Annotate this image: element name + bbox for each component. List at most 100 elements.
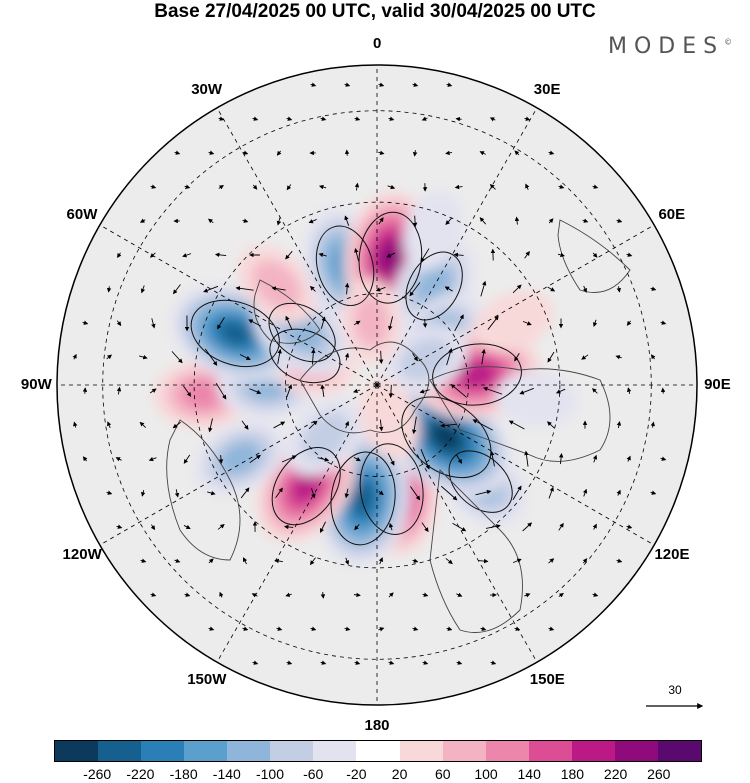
wind-vector	[445, 558, 453, 565]
wind-vector	[388, 116, 395, 121]
wind-vector	[441, 485, 458, 501]
wind-vector	[214, 252, 227, 258]
wind-vector	[344, 215, 350, 226]
wind-vector	[207, 218, 214, 224]
colorbar-tick-label: 180	[560, 766, 585, 782]
wind-vector	[582, 285, 587, 293]
anomaly-contour	[403, 190, 464, 271]
wind-vector	[420, 248, 430, 263]
wind-vector	[519, 387, 534, 395]
longitude-label: 30W	[191, 81, 223, 99]
wind-vector	[421, 522, 429, 533]
wind-vector	[378, 217, 384, 225]
wind-vector	[218, 454, 224, 464]
wind-vector	[445, 150, 453, 156]
wind-vector	[286, 184, 292, 191]
wind-vector	[310, 626, 317, 631]
wind-vector	[479, 217, 487, 225]
wind-vector	[308, 420, 318, 430]
anomaly-center	[237, 245, 317, 325]
colorbar-swatch	[657, 741, 701, 761]
wind-vector	[149, 252, 156, 258]
wind-vector	[626, 524, 633, 529]
coastline	[429, 366, 611, 462]
meridian-line	[216, 384, 378, 663]
wind-vector	[172, 284, 181, 295]
wind-vector	[626, 455, 631, 462]
wind-vector	[283, 524, 294, 530]
wind-vector	[139, 354, 148, 360]
colorbar-swatch	[356, 741, 400, 761]
wind-vector	[72, 353, 77, 360]
wind-vector	[446, 626, 453, 631]
wind-vector	[249, 454, 261, 463]
wind-vector	[217, 317, 225, 330]
wind-vector	[483, 386, 503, 395]
wind-vector	[311, 488, 316, 499]
wind-vector	[592, 252, 598, 258]
wind-vector	[388, 384, 394, 399]
wind-vector	[354, 116, 361, 121]
wind-vector	[320, 521, 326, 534]
colorbar-tick-label: -260	[83, 766, 112, 782]
wind-vector	[555, 388, 566, 394]
colorbar-tick-label: -180	[169, 766, 198, 782]
colorbar-swatch	[399, 741, 443, 761]
wind-vector	[419, 389, 430, 394]
wind-vector	[252, 116, 259, 121]
colorbar-tick-label: -60	[303, 766, 324, 782]
wind-vector	[208, 418, 213, 433]
colorbar-tick-label: 140	[517, 766, 541, 782]
wind-vector	[592, 319, 598, 328]
wind-vector	[456, 592, 463, 597]
wind-vector	[490, 450, 495, 467]
wind-vector	[660, 320, 667, 325]
anomaly-contour	[474, 290, 554, 353]
wind-vector	[421, 116, 428, 121]
wind-vector	[582, 558, 588, 564]
anomaly-contour	[181, 378, 226, 410]
wind-vector	[172, 421, 181, 429]
wind-vector	[240, 487, 250, 499]
wind-vector	[514, 150, 520, 156]
wind-vector	[378, 82, 385, 87]
brand-text: MODES	[608, 34, 725, 59]
wind-vector	[508, 420, 525, 430]
wind-vector	[582, 488, 588, 497]
wind-vector	[616, 218, 623, 223]
wind-vector	[548, 486, 554, 499]
wind-vector	[204, 348, 218, 366]
wind-vector	[184, 184, 191, 189]
wind-vector	[82, 320, 89, 325]
contour-line	[268, 302, 336, 363]
wind-vector	[490, 660, 497, 665]
wind-vector	[524, 116, 531, 121]
anomaly-contour	[398, 337, 453, 381]
wind-vector	[558, 452, 564, 465]
wind-vector	[412, 353, 418, 362]
wind-vector	[546, 421, 555, 429]
wind-vector	[525, 183, 530, 190]
wind-vector	[456, 660, 463, 665]
wind-vector	[480, 280, 487, 297]
colorbar-swatch	[55, 741, 99, 761]
wind-vector	[353, 592, 361, 598]
wind-vector	[378, 627, 385, 632]
contour-line	[401, 396, 492, 479]
wind-vector	[420, 449, 430, 470]
wind-vector	[650, 286, 657, 291]
contour-line	[448, 450, 513, 513]
wind-vector	[207, 490, 216, 496]
meridian-line	[376, 384, 655, 546]
wind-vector	[215, 382, 227, 400]
longitude-label: 30E	[533, 81, 561, 99]
wind-vector	[387, 184, 396, 190]
wind-vector	[445, 217, 453, 225]
wind-vector	[412, 215, 418, 228]
wind-vector	[140, 490, 146, 497]
wind-vector	[276, 626, 283, 631]
wind-vector	[242, 150, 249, 155]
colorbar-swatch	[270, 741, 314, 761]
wind-vector	[650, 421, 656, 428]
wind-vector	[73, 421, 78, 428]
